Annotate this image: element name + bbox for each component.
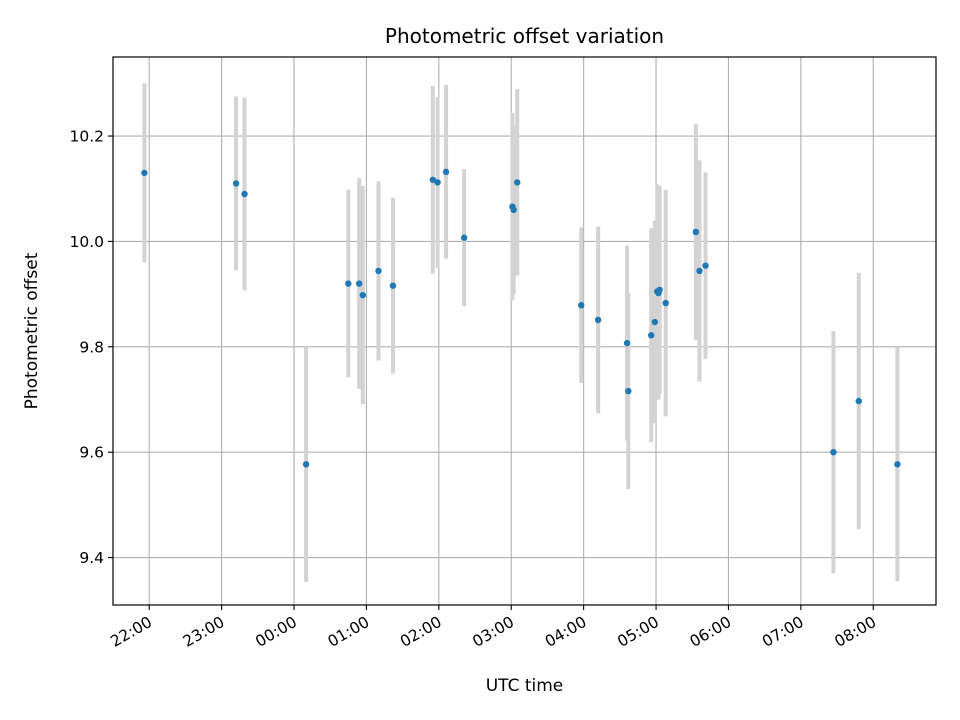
data-point [648, 332, 655, 339]
y-axis-ticks: 9.4 9.6 9.8 10.0 10.2 [69, 128, 113, 567]
x-tick-label: 06:00 [687, 613, 735, 651]
x-axis-title: UTC time [486, 676, 564, 696]
error-bars [142, 83, 900, 582]
data-point [855, 397, 862, 405]
data-point [442, 168, 450, 176]
data-point [514, 179, 521, 186]
x-tick-label: 22:00 [108, 613, 156, 651]
data-point [389, 282, 397, 289]
x-tick-label: 04:00 [542, 613, 590, 651]
data-point [302, 461, 310, 468]
data-point [830, 448, 837, 456]
x-tick-label: 05:00 [614, 613, 662, 651]
chart-title: Photometric offset variation [385, 24, 664, 48]
y-tick-label: 9.8 [79, 338, 104, 356]
x-tick-label: 03:00 [470, 613, 518, 651]
data-point [692, 228, 700, 236]
data-point [434, 179, 441, 186]
data-point [625, 387, 632, 395]
x-tick-label: 00:00 [252, 613, 300, 651]
data-point [651, 318, 659, 326]
data-point [141, 169, 148, 177]
data-point [345, 280, 352, 287]
data-point [375, 267, 382, 275]
data-point [241, 190, 248, 198]
x-tick-label: 01:00 [325, 613, 373, 651]
data-point [623, 339, 631, 347]
data-point [656, 286, 663, 294]
plot-frame [112, 56, 937, 606]
y-tick-label: 9.4 [79, 549, 104, 567]
data-point [702, 262, 709, 269]
data-point [578, 301, 585, 309]
x-tick-label: 08:00 [832, 613, 880, 651]
data-point [696, 267, 703, 275]
y-tick-label: 10.0 [69, 233, 104, 251]
x-tick-label: 02:00 [397, 613, 445, 651]
data-point [662, 299, 669, 307]
data-points [141, 168, 901, 468]
data-point [594, 316, 602, 324]
data-point [359, 291, 366, 299]
y-tick-label: 10.2 [69, 128, 104, 146]
data-point [355, 280, 363, 287]
y-tick-label: 9.6 [79, 444, 104, 462]
x-axis-ticks: 22:00 23:00 00:00 01:00 02:00 03:00 04:00 05:00… [108, 605, 880, 651]
x-tick-label: 23:00 [180, 613, 228, 651]
data-point [460, 234, 468, 241]
data-point [510, 206, 517, 214]
y-axis-title: Photometric offset [22, 252, 42, 409]
data-point [232, 180, 240, 187]
x-tick-label: 07:00 [759, 613, 807, 651]
data-point [894, 461, 901, 468]
data-point [429, 176, 436, 183]
